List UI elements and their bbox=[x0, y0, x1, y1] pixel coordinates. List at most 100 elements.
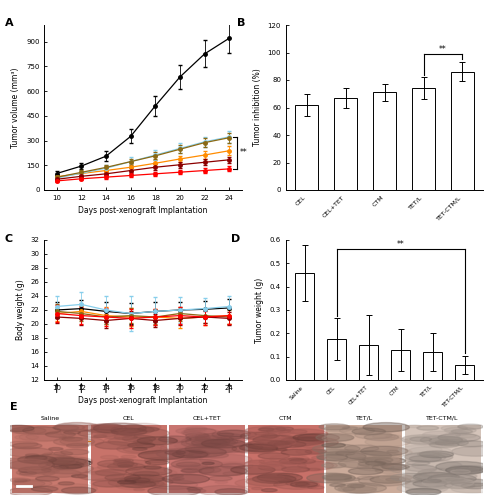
Circle shape bbox=[398, 445, 442, 454]
Circle shape bbox=[94, 426, 138, 436]
Circle shape bbox=[370, 476, 406, 484]
Circle shape bbox=[336, 452, 354, 455]
Circle shape bbox=[318, 449, 350, 456]
Circle shape bbox=[308, 468, 320, 470]
Circle shape bbox=[386, 435, 401, 438]
Circle shape bbox=[295, 437, 328, 444]
Circle shape bbox=[428, 474, 476, 484]
Circle shape bbox=[409, 456, 441, 462]
Circle shape bbox=[339, 450, 358, 454]
Circle shape bbox=[285, 437, 338, 448]
Y-axis label: Tumor inhibition (%): Tumor inhibition (%) bbox=[253, 68, 262, 146]
Circle shape bbox=[407, 425, 421, 428]
Circle shape bbox=[12, 443, 42, 449]
Circle shape bbox=[54, 460, 76, 464]
Circle shape bbox=[451, 470, 470, 474]
Circle shape bbox=[241, 442, 287, 452]
Circle shape bbox=[181, 438, 229, 448]
Circle shape bbox=[401, 434, 448, 444]
Circle shape bbox=[187, 487, 203, 490]
Circle shape bbox=[173, 478, 184, 480]
Circle shape bbox=[259, 426, 285, 432]
Circle shape bbox=[215, 488, 247, 495]
Circle shape bbox=[343, 426, 357, 430]
Text: TET/L: TET/L bbox=[355, 416, 373, 421]
Circle shape bbox=[213, 462, 253, 470]
Circle shape bbox=[183, 432, 202, 435]
Text: B: B bbox=[237, 18, 245, 28]
Circle shape bbox=[157, 448, 210, 459]
Circle shape bbox=[125, 478, 150, 483]
Circle shape bbox=[253, 435, 299, 444]
Circle shape bbox=[24, 454, 74, 464]
Circle shape bbox=[144, 466, 161, 469]
Circle shape bbox=[444, 427, 476, 434]
Circle shape bbox=[186, 436, 210, 440]
Circle shape bbox=[27, 468, 59, 474]
Circle shape bbox=[414, 472, 457, 480]
Circle shape bbox=[218, 443, 263, 452]
Circle shape bbox=[114, 435, 137, 440]
Circle shape bbox=[422, 478, 474, 488]
Circle shape bbox=[340, 462, 369, 468]
Circle shape bbox=[105, 474, 141, 481]
Circle shape bbox=[185, 444, 237, 454]
Circle shape bbox=[340, 427, 375, 434]
Bar bbox=[334, 98, 357, 190]
Circle shape bbox=[144, 458, 169, 462]
Circle shape bbox=[455, 466, 489, 472]
Circle shape bbox=[252, 474, 296, 484]
Circle shape bbox=[289, 458, 316, 464]
Circle shape bbox=[397, 483, 448, 494]
Circle shape bbox=[64, 431, 80, 434]
Circle shape bbox=[202, 439, 245, 448]
Circle shape bbox=[298, 462, 337, 469]
Circle shape bbox=[210, 440, 236, 445]
Circle shape bbox=[165, 450, 185, 454]
Circle shape bbox=[8, 488, 52, 496]
Bar bbox=[405, 424, 481, 493]
Bar bbox=[247, 424, 324, 493]
Text: **: ** bbox=[397, 240, 404, 249]
Circle shape bbox=[382, 464, 409, 469]
Circle shape bbox=[199, 466, 247, 476]
Circle shape bbox=[445, 482, 475, 488]
Circle shape bbox=[420, 476, 432, 478]
Circle shape bbox=[308, 486, 324, 489]
Circle shape bbox=[191, 464, 207, 468]
Bar bbox=[295, 105, 318, 190]
Circle shape bbox=[201, 452, 228, 458]
Circle shape bbox=[158, 436, 191, 442]
Circle shape bbox=[259, 458, 288, 464]
Circle shape bbox=[98, 463, 137, 471]
Bar bbox=[91, 424, 167, 493]
Circle shape bbox=[54, 452, 73, 456]
Circle shape bbox=[261, 434, 279, 438]
Circle shape bbox=[62, 437, 82, 441]
Circle shape bbox=[258, 428, 274, 431]
Circle shape bbox=[192, 467, 221, 473]
Circle shape bbox=[358, 476, 411, 486]
Circle shape bbox=[114, 459, 130, 462]
Circle shape bbox=[248, 460, 265, 464]
Circle shape bbox=[458, 424, 483, 430]
Circle shape bbox=[8, 460, 55, 469]
Circle shape bbox=[189, 435, 233, 444]
Circle shape bbox=[375, 468, 401, 473]
Circle shape bbox=[423, 431, 460, 438]
Circle shape bbox=[406, 460, 430, 466]
Circle shape bbox=[32, 486, 58, 492]
Circle shape bbox=[366, 461, 386, 466]
Circle shape bbox=[133, 448, 147, 450]
Circle shape bbox=[451, 430, 472, 434]
Circle shape bbox=[24, 460, 36, 462]
Circle shape bbox=[443, 466, 479, 473]
Circle shape bbox=[137, 437, 177, 445]
Circle shape bbox=[200, 454, 252, 465]
Circle shape bbox=[78, 472, 124, 480]
Circle shape bbox=[222, 449, 240, 452]
Circle shape bbox=[38, 460, 84, 469]
Circle shape bbox=[305, 450, 327, 454]
Circle shape bbox=[330, 484, 345, 486]
Circle shape bbox=[19, 432, 64, 442]
